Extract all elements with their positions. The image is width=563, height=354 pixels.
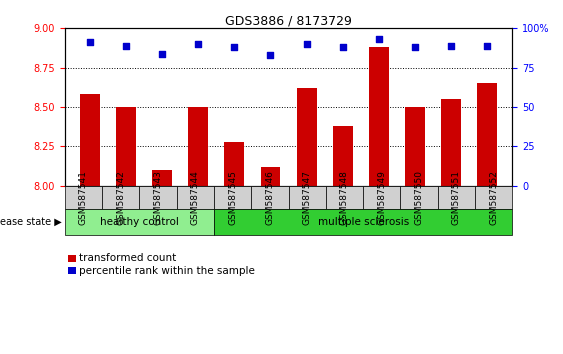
Bar bbox=[477, 84, 497, 186]
Text: GSM587546: GSM587546 bbox=[265, 170, 274, 225]
Point bbox=[194, 41, 203, 47]
Text: healthy control: healthy control bbox=[100, 217, 179, 227]
Point bbox=[482, 43, 491, 48]
Text: GSM587549: GSM587549 bbox=[377, 170, 386, 225]
Text: disease state ▶: disease state ▶ bbox=[0, 217, 62, 227]
Text: transformed count: transformed count bbox=[79, 253, 176, 263]
Bar bbox=[369, 47, 388, 186]
Title: GDS3886 / 8173729: GDS3886 / 8173729 bbox=[225, 14, 352, 27]
Point bbox=[374, 36, 383, 42]
Text: percentile rank within the sample: percentile rank within the sample bbox=[79, 266, 254, 276]
Bar bbox=[152, 170, 172, 186]
Point bbox=[122, 43, 131, 48]
Point bbox=[86, 40, 95, 45]
Bar bbox=[189, 107, 208, 186]
Bar bbox=[333, 126, 352, 186]
Bar bbox=[116, 107, 136, 186]
Bar bbox=[405, 107, 425, 186]
Text: GSM587552: GSM587552 bbox=[489, 170, 498, 225]
Bar bbox=[80, 95, 100, 186]
Bar bbox=[261, 167, 280, 186]
Text: GSM587543: GSM587543 bbox=[154, 170, 163, 225]
Text: GSM587542: GSM587542 bbox=[116, 170, 125, 225]
Text: GSM587544: GSM587544 bbox=[191, 170, 200, 225]
Text: GSM587541: GSM587541 bbox=[79, 170, 88, 225]
Point bbox=[338, 44, 347, 50]
Text: GSM587550: GSM587550 bbox=[414, 170, 423, 225]
Point bbox=[302, 41, 311, 47]
Text: GSM587548: GSM587548 bbox=[340, 170, 349, 225]
Point bbox=[230, 44, 239, 50]
Point bbox=[446, 43, 455, 48]
Point bbox=[158, 51, 167, 56]
Text: GSM587551: GSM587551 bbox=[452, 170, 461, 225]
Bar bbox=[225, 142, 244, 186]
Text: GSM587547: GSM587547 bbox=[303, 170, 312, 225]
Text: GSM587545: GSM587545 bbox=[228, 170, 237, 225]
Point bbox=[410, 44, 419, 50]
Point bbox=[266, 52, 275, 58]
Bar bbox=[441, 99, 461, 186]
Text: multiple sclerosis: multiple sclerosis bbox=[318, 217, 409, 227]
Bar bbox=[297, 88, 316, 186]
